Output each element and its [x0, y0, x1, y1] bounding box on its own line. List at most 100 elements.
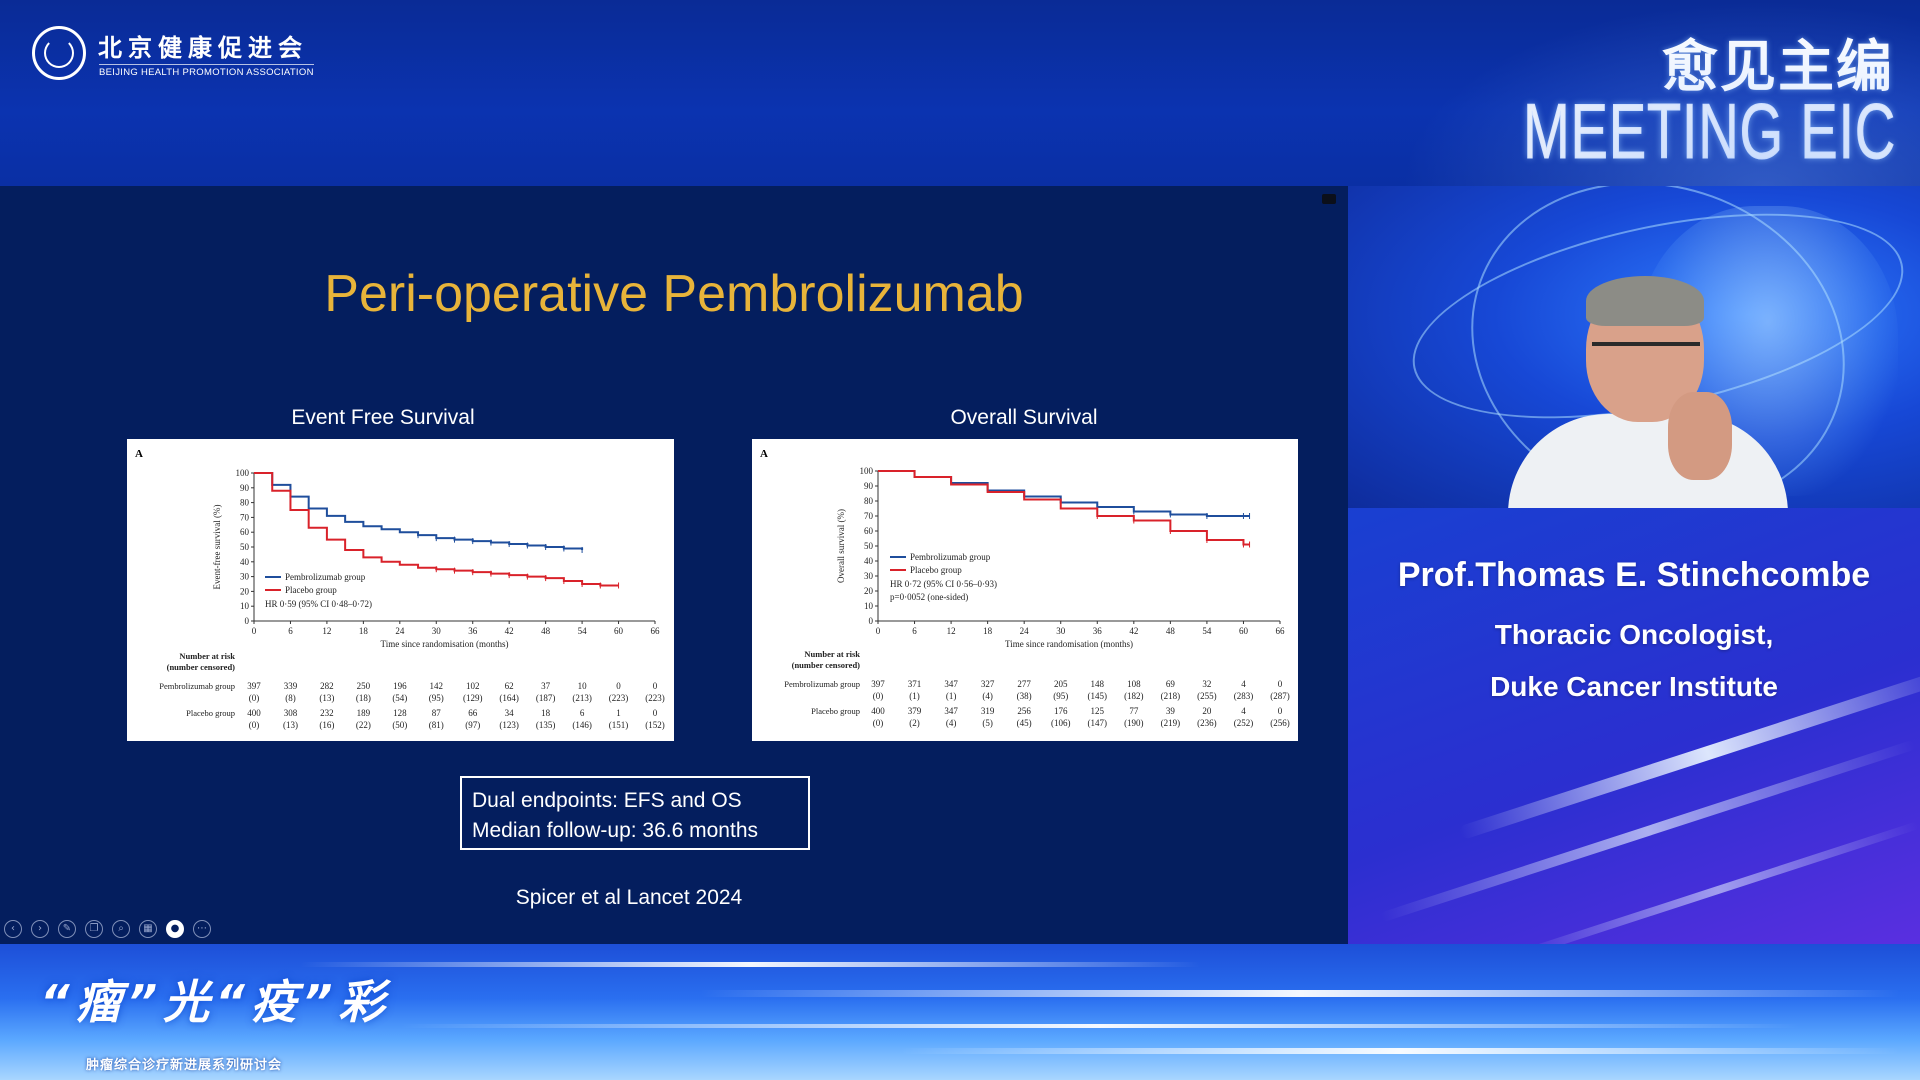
risk-table-at-risk: 397	[247, 681, 261, 691]
grid-icon[interactable]: ▦	[139, 920, 157, 938]
header-banner: 北京健康促进会 BEIJING HEALTH PROMOTION ASSOCIA…	[0, 0, 1920, 186]
risk-table-row-label: Placebo group	[811, 706, 860, 716]
footer-banner: “瘤”光“疫”彩 肿瘤综合诊疗新进展系列研讨会	[0, 944, 1920, 1080]
speaker-avatar	[1488, 276, 1788, 508]
risk-table-at-risk: 4	[1241, 679, 1246, 689]
y-tick-label: 50	[864, 541, 874, 551]
risk-table-at-risk: 339	[284, 681, 298, 691]
risk-table-at-risk: 232	[320, 708, 334, 718]
risk-table-at-risk: 319	[981, 706, 995, 716]
risk-table-censored: (54)	[392, 693, 407, 703]
x-tick-label: 0	[252, 626, 257, 636]
x-tick-label: 54	[1202, 626, 1212, 636]
km-curve-placebo	[878, 470, 1250, 546]
x-tick-label: 30	[432, 626, 442, 636]
copy-icon[interactable]: ❐	[85, 920, 103, 938]
risk-table-at-risk: 176	[1054, 706, 1068, 716]
more-icon[interactable]: ⋯	[193, 920, 211, 938]
x-tick-label: 48	[541, 626, 551, 636]
y-tick-label: 30	[240, 572, 250, 582]
risk-table-at-risk: 0	[1278, 706, 1283, 716]
x-tick-label: 54	[578, 626, 588, 636]
risk-table-at-risk: 142	[430, 681, 444, 691]
zoom-icon[interactable]: ⌕	[112, 920, 130, 938]
next-slide-icon[interactable]: ›	[31, 920, 49, 938]
risk-table-censored: (190)	[1124, 718, 1144, 728]
legend-label: Placebo group	[285, 585, 337, 595]
risk-table-censored: (219)	[1161, 718, 1181, 728]
risk-table-censored: (256)	[1270, 718, 1290, 728]
prev-slide-icon[interactable]: ‹	[4, 920, 22, 938]
x-tick-label: 66	[651, 626, 661, 636]
campaign-title: “瘤”光“疫”彩	[40, 975, 391, 1029]
os-chart-heading: Overall Survival	[950, 406, 1098, 429]
risk-table-censored: (213)	[572, 693, 592, 703]
light-streak-decoration	[900, 1048, 1900, 1054]
risk-table-censored: (147)	[1088, 718, 1108, 728]
risk-table-censored: (287)	[1270, 691, 1290, 701]
risk-table-censored: (1)	[909, 691, 920, 701]
risk-table-censored: (0)	[873, 718, 884, 728]
x-tick-label: 18	[983, 626, 993, 636]
risk-table-censored: (4)	[946, 718, 957, 728]
risk-table-at-risk: 125	[1091, 706, 1105, 716]
y-tick-label: 0	[869, 616, 874, 626]
risk-table-at-risk: 196	[393, 681, 407, 691]
risk-table-header: (number censored)	[167, 662, 236, 672]
risk-table-censored: (129)	[463, 693, 483, 703]
risk-table-at-risk: 66	[468, 708, 478, 718]
x-tick-label: 60	[1239, 626, 1249, 636]
risk-table-at-risk: 0	[616, 681, 621, 691]
speaker-video-feed	[1348, 186, 1920, 508]
y-axis-label: Overall survival (%)	[836, 509, 846, 583]
x-tick-label: 36	[1093, 626, 1103, 636]
os-chart-panel: A 0 10 20 30 40 50 60 70 80 90 100 0 6 12 18 24 30 36 42 48 5…	[752, 439, 1298, 741]
legend-label: Pembrolizumab group	[910, 552, 991, 562]
y-tick-label: 100	[860, 466, 874, 476]
chart-panel-label: A	[760, 448, 768, 460]
org-name: 北京健康促进会	[98, 34, 308, 62]
x-tick-label: 12	[947, 626, 956, 636]
risk-table-censored: (95)	[429, 693, 444, 703]
risk-table-censored: (0)	[873, 691, 884, 701]
risk-table-censored: (8)	[285, 693, 296, 703]
risk-table-at-risk: 205	[1054, 679, 1068, 689]
risk-table-censored: (283)	[1234, 691, 1254, 701]
risk-table-at-risk: 397	[871, 679, 885, 689]
x-tick-label: 18	[359, 626, 369, 636]
risk-table-censored: (164)	[499, 693, 519, 703]
y-tick-label: 100	[236, 468, 250, 478]
risk-table-at-risk: 347	[944, 679, 958, 689]
x-tick-label: 30	[1056, 626, 1066, 636]
expand-icon[interactable]	[1322, 194, 1336, 204]
x-tick-label: 66	[1276, 626, 1286, 636]
risk-table-at-risk: 0	[653, 708, 658, 718]
y-tick-label: 80	[864, 496, 874, 506]
chart-panel-label: A	[135, 448, 143, 460]
risk-table-censored: (255)	[1197, 691, 1217, 701]
x-tick-label: 42	[1129, 626, 1138, 636]
risk-table-at-risk: 34	[505, 708, 515, 718]
risk-table-at-risk: 327	[981, 679, 995, 689]
risk-table-censored: (182)	[1124, 691, 1144, 701]
risk-table-at-risk: 148	[1091, 679, 1105, 689]
camera-icon[interactable]: ●	[166, 920, 184, 938]
x-axis-label: Time since randomisation (months)	[1005, 639, 1133, 649]
risk-table-at-risk: 277	[1017, 679, 1031, 689]
risk-table-header: Number at risk	[804, 649, 860, 659]
x-tick-label: 48	[1166, 626, 1176, 636]
risk-table-censored: (146)	[572, 720, 592, 730]
risk-table-at-risk: 189	[357, 708, 371, 718]
speaker-info: Prof.Thomas E. Stinchcombe Thoracic Onco…	[1348, 556, 1920, 713]
endpoints-summary-box: Dual endpoints: EFS and OS Median follow…	[460, 776, 810, 850]
org-logo-icon	[32, 26, 86, 80]
risk-table-censored: (4)	[982, 691, 993, 701]
y-tick-label: 50	[240, 542, 250, 552]
risk-table-at-risk: 62	[505, 681, 514, 691]
risk-table-censored: (252)	[1234, 718, 1254, 728]
chart-annotation: HR 0·72 (95% CI 0·56–0·93)	[890, 579, 997, 589]
pen-icon[interactable]: ✎	[58, 920, 76, 938]
y-tick-label: 40	[864, 556, 874, 566]
